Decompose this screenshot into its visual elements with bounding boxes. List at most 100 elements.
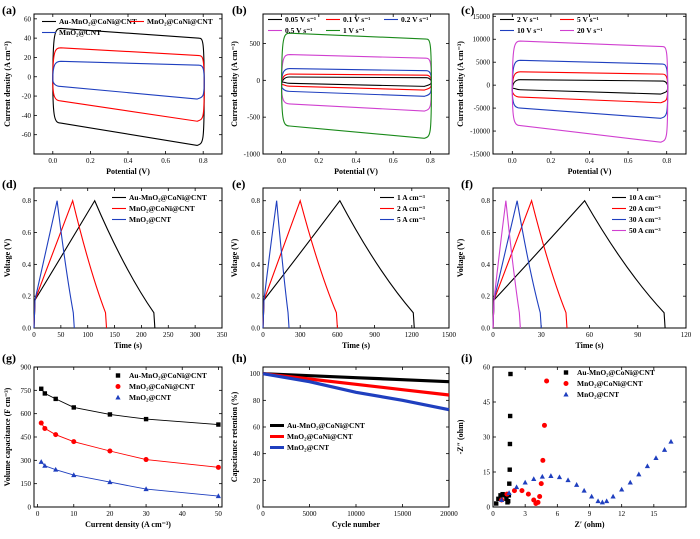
charge-discharge-curve xyxy=(262,198,338,329)
plot-frame xyxy=(492,366,687,508)
data-point xyxy=(589,493,595,499)
legend-entry: MnO₂@CoNi@CNT xyxy=(129,204,195,213)
charge-discharge-curve xyxy=(492,198,568,329)
legend-entry: MnO₂@CNT xyxy=(129,215,171,224)
legend-marker xyxy=(563,381,569,386)
y-tick-label: 60 xyxy=(24,15,32,23)
data-point xyxy=(107,479,113,485)
y-tick-label: 40 xyxy=(253,450,261,458)
cv-loop xyxy=(281,76,432,87)
legend-entry: MnO₂@CNT xyxy=(287,443,329,452)
data-point xyxy=(610,493,616,499)
legend-entry: MnO₂@CoNi@CNT xyxy=(129,382,195,391)
y-tick-label: -40 xyxy=(22,112,32,120)
series-2 xyxy=(262,372,450,412)
data-point xyxy=(538,481,544,487)
y-tick-label: 0.8 xyxy=(22,197,31,205)
legend-entry: 2 V s⁻¹ xyxy=(517,15,539,24)
series-1 xyxy=(262,198,338,329)
y-tick-label: 5000 xyxy=(476,59,491,67)
legend-entry: 10 V s⁻¹ xyxy=(517,26,543,35)
legend: 1 A cm⁻³ 2 A cm⁻³ 5 A cm⁻³ xyxy=(380,193,426,224)
series-1 xyxy=(38,420,221,470)
x-tick-label: 0.4 xyxy=(352,157,361,165)
legend-entry: 5 A cm⁻³ xyxy=(397,215,426,224)
data-point xyxy=(535,499,541,505)
x-axis-label: Time (s) xyxy=(114,341,142,350)
series-line xyxy=(40,461,219,497)
data-point xyxy=(38,459,44,464)
y-tick-label: 0.8 xyxy=(251,197,260,205)
panel-e: (e) 0 300 600 900 1200 1500 0.0 0.2 0.4 0.6 0.8 Time… xyxy=(230,177,457,350)
x-tick-label: 150 xyxy=(109,331,120,339)
data-point xyxy=(556,474,563,480)
x-tick-label: 6 xyxy=(556,510,560,518)
plot-frame xyxy=(262,13,450,155)
panel-label: (g) xyxy=(2,351,16,365)
y-tick-label: 0.2 xyxy=(251,293,260,301)
legend-marker xyxy=(115,394,121,400)
x-tick-label: 60 xyxy=(586,331,594,339)
panel-label: (i) xyxy=(461,351,472,365)
cv-loop xyxy=(281,73,432,91)
y-tick-label: 0 xyxy=(257,504,261,512)
y-tick-label: 0.4 xyxy=(251,261,260,269)
x-tick-label: 9 xyxy=(588,510,592,518)
panel-label: (a) xyxy=(2,3,16,17)
y-tick-label: 900 xyxy=(21,364,32,372)
x-tick-label: 100 xyxy=(82,331,93,339)
data-point xyxy=(494,501,499,506)
series-1 xyxy=(492,198,568,329)
x-tick-label: 0 xyxy=(491,510,495,518)
cv-loop xyxy=(511,71,669,104)
data-point xyxy=(627,479,633,485)
cv-loop xyxy=(281,53,432,112)
series-line xyxy=(40,422,219,468)
x-tick-label: 0.8 xyxy=(662,157,671,165)
data-point xyxy=(38,420,44,426)
series-1 xyxy=(281,73,432,91)
data-point xyxy=(39,386,44,391)
y-tick-label: -1000 xyxy=(244,151,261,159)
series-0 xyxy=(33,199,156,329)
x-tick-label: 0.8 xyxy=(199,157,208,165)
series-1 xyxy=(511,71,669,104)
charge-discharge-curve xyxy=(262,199,415,329)
retention-curve xyxy=(262,372,450,412)
legend-marker xyxy=(563,370,569,375)
series-2 xyxy=(498,438,674,505)
x-tick-label: 0.0 xyxy=(48,157,57,165)
y-tick-label: 0.2 xyxy=(22,293,31,301)
legend-marker xyxy=(563,391,569,397)
data-point xyxy=(544,378,550,384)
charge-discharge-curve xyxy=(33,200,75,329)
y-axis-label: -Z″ (ohm) xyxy=(456,419,465,454)
legend-entry: 2 A cm⁻³ xyxy=(397,204,426,213)
series-2 xyxy=(281,67,432,97)
series-0 xyxy=(39,386,221,427)
data-point xyxy=(522,479,528,485)
data-point xyxy=(215,493,221,499)
x-tick-label: 50 xyxy=(57,331,65,339)
data-point xyxy=(71,439,77,445)
panel-h: (h) 0 5000 10000 15000 20000 0 20 40 60 80 100 Cycle… xyxy=(230,351,458,529)
data-point xyxy=(506,490,512,495)
series-2 xyxy=(38,459,221,499)
legend-entry: 5 V s⁻¹ xyxy=(577,15,599,24)
x-tick-label: 0.2 xyxy=(547,157,556,165)
plot-frame xyxy=(492,13,687,155)
charge-discharge-curve xyxy=(262,200,290,329)
x-tick-label: 1500 xyxy=(442,331,457,339)
legend: Au-MnO₂@CoNi@CNT MnO₂@CoNi@CNT MnO₂@CNT xyxy=(42,17,213,37)
x-tick-label: 10000 xyxy=(347,510,365,518)
series-0 xyxy=(492,199,666,329)
legend-entry: 30 A cm⁻³ xyxy=(629,215,661,224)
x-tick-label: 0 xyxy=(261,331,265,339)
legend: Au-MnO₂@CoNi@CNT MnO₂@CoNi@CNT MnO₂@CNT xyxy=(115,371,207,402)
x-tick-label: 50 xyxy=(215,510,223,518)
series-0 xyxy=(494,371,513,506)
series-0 xyxy=(52,27,205,146)
charge-discharge-curve xyxy=(33,198,108,329)
legend-entry: 0.1 V s⁻¹ xyxy=(343,15,370,24)
panel-label: (b) xyxy=(232,3,247,17)
